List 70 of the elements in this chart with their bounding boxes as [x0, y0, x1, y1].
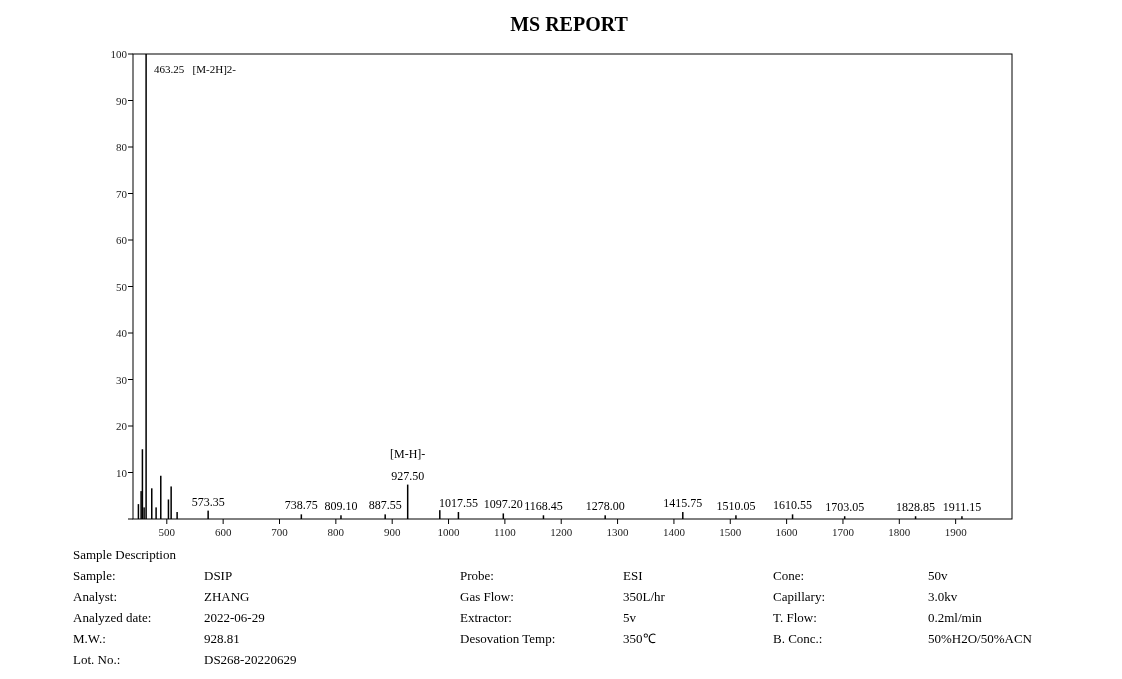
y-tick-label: 80: [116, 141, 128, 153]
text: 350℃: [623, 631, 656, 646]
text: Lot. No.:: [73, 652, 121, 667]
annotation: 1097.20: [483, 497, 523, 512]
text: 50%H2O/50%ACN: [928, 631, 1033, 646]
text: 928.81: [204, 631, 240, 646]
text: Gas Flow:: [460, 589, 514, 604]
x-tick-label: 1900: [944, 526, 968, 538]
x-tick-label: 1400: [662, 526, 686, 538]
text: T. Flow:: [773, 610, 817, 625]
text: Extractor:: [460, 610, 512, 625]
annotation: 1911.15: [942, 500, 982, 515]
y-tick-label: 10: [116, 466, 128, 479]
text: 0.2ml/min: [928, 610, 983, 625]
x-tick-label: 600: [214, 526, 232, 538]
x-tick-label: 1100: [494, 526, 517, 538]
x-tick-label: 1000: [437, 526, 461, 538]
annotation: 1415.75: [663, 496, 703, 511]
annotation: 1017.55: [438, 496, 478, 511]
annotation: 1278.00: [585, 499, 625, 514]
text: 50v: [928, 568, 948, 583]
x-tick-label: 500: [158, 526, 176, 538]
text: 2022-06-29: [204, 610, 265, 625]
y-tick-label: 70: [116, 187, 128, 200]
text: Cone:: [773, 568, 805, 583]
text: Analyzed date:: [73, 610, 152, 625]
y-tick-label: 40: [116, 327, 128, 339]
text: Sample Description: [73, 547, 177, 562]
text: Capillary:: [773, 589, 825, 604]
annotation: 1703.05: [825, 500, 865, 515]
y-tick-label: 50: [116, 280, 128, 293]
x-tick-label: 1300: [606, 526, 630, 538]
y-tick-label: 90: [116, 94, 128, 107]
annotation: 738.75: [284, 498, 318, 513]
text: DS268-20220629: [204, 652, 297, 667]
text: Analyst:: [73, 589, 118, 604]
text: ESI: [623, 568, 643, 583]
text: M.W.:: [73, 631, 106, 646]
text: DSIP: [204, 568, 233, 583]
annotation: 573.35: [191, 494, 225, 509]
x-tick-label: 800: [327, 526, 345, 538]
annotation: 1610.55: [773, 498, 813, 513]
y-tick-label: 20: [116, 420, 128, 432]
x-tick-label: 1600: [775, 526, 799, 538]
text: B. Conc.:: [773, 631, 823, 646]
text: 5v: [623, 610, 637, 625]
text: Sample:: [73, 568, 116, 583]
text: Probe:: [460, 568, 494, 583]
text: Desovation Temp:: [460, 631, 556, 646]
text: ZHANG: [204, 589, 250, 604]
text: 3.0kv: [928, 589, 958, 604]
annotation: 463.25 [M-2H]2-: [154, 63, 237, 75]
annotation: 1828.85: [896, 500, 936, 515]
y-tick-label: 100: [110, 48, 128, 60]
y-tick-label: 60: [116, 234, 128, 246]
chart-title: MS REPORT: [510, 13, 629, 35]
annotation: [M-H]-: [390, 446, 426, 461]
annotation: 927.50: [391, 468, 425, 483]
annotation: 1168.45: [524, 499, 563, 514]
annotation: 1510.05: [716, 499, 756, 514]
x-tick-label: 1500: [719, 526, 742, 538]
annotation: 887.55: [368, 498, 402, 513]
y-tick-label: 30: [116, 373, 128, 386]
x-tick-label: 900: [383, 526, 401, 538]
x-tick-label: 1700: [831, 526, 855, 538]
annotation: 809.10: [324, 499, 358, 514]
x-tick-label: 700: [271, 526, 289, 538]
text: 350L/hr: [623, 589, 666, 604]
x-tick-label: 1800: [888, 526, 911, 538]
x-tick-label: 1200: [550, 526, 573, 538]
